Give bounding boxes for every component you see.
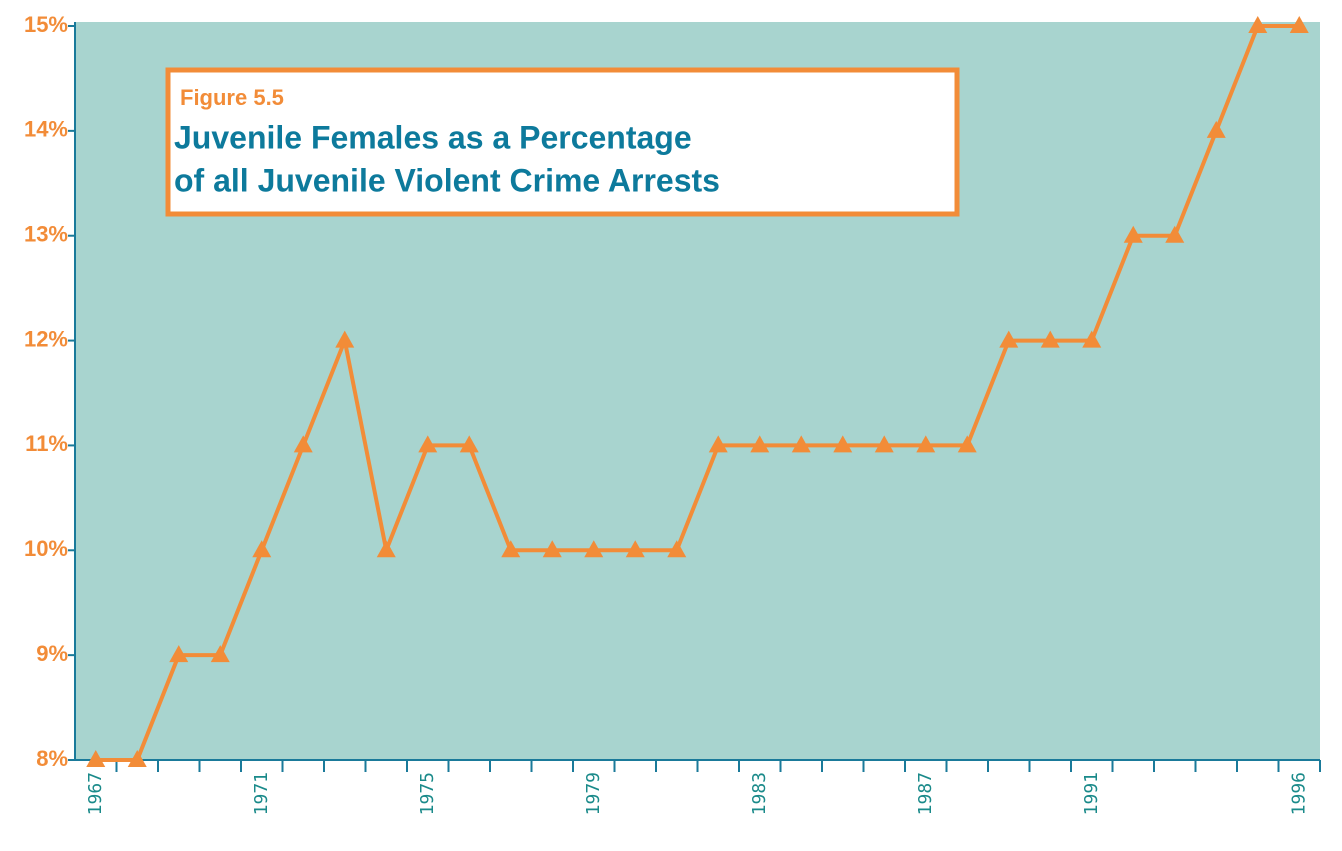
data-point (1248, 16, 1268, 33)
data-point (127, 750, 147, 767)
x-tick-label: 1991 (1081, 772, 1102, 815)
data-point (252, 540, 272, 558)
data-point (957, 435, 977, 453)
data-point (791, 435, 811, 453)
data-point (501, 540, 521, 558)
x-tick-label: 1983 (749, 772, 770, 815)
data-point (418, 435, 438, 453)
data-point (293, 435, 313, 453)
x-tick-label: 1996 (1288, 772, 1309, 815)
x-tick-label: 1971 (251, 772, 272, 815)
data-point (376, 540, 396, 558)
data-point (542, 540, 562, 558)
y-tick-label: 12% (24, 326, 68, 351)
data-point (210, 645, 230, 663)
data-point (1206, 120, 1226, 138)
data-point (1123, 225, 1143, 243)
y-tick-label: 9% (36, 641, 68, 666)
data-point (459, 435, 479, 453)
x-tick-label: 1987 (915, 772, 936, 815)
data-point (1165, 225, 1185, 243)
data-point (667, 540, 687, 558)
data-point (584, 540, 604, 558)
data-point (874, 435, 894, 453)
y-tick-label: 8% (36, 746, 68, 771)
data-point (169, 645, 189, 663)
data-point (86, 750, 106, 767)
data-point (708, 435, 728, 453)
y-tick-label: 15% (24, 12, 68, 37)
chart-title: of all Juvenile Violent Crime Arrests (174, 162, 720, 198)
data-point (916, 435, 936, 453)
title-box (165, 67, 960, 217)
y-tick-label: 11% (25, 431, 68, 456)
data-point (750, 435, 770, 453)
data-point (625, 540, 645, 558)
y-tick-label: 14% (24, 117, 68, 142)
x-tick-label: 1975 (417, 772, 438, 815)
data-point (1289, 16, 1309, 33)
y-tick-label: 13% (24, 222, 68, 247)
x-tick-label: 1979 (583, 772, 604, 815)
data-point (833, 435, 853, 453)
data-line (95, 24, 1300, 762)
y-tick-label: 10% (24, 536, 68, 561)
data-point (335, 330, 355, 348)
figure-label: Figure 5.5 (180, 85, 284, 110)
chart-title: Juvenile Females as a Percentage (174, 119, 692, 155)
data-point (1082, 330, 1102, 348)
data-point (1040, 330, 1060, 348)
x-tick-label: 1967 (85, 772, 106, 815)
data-point (999, 330, 1019, 348)
